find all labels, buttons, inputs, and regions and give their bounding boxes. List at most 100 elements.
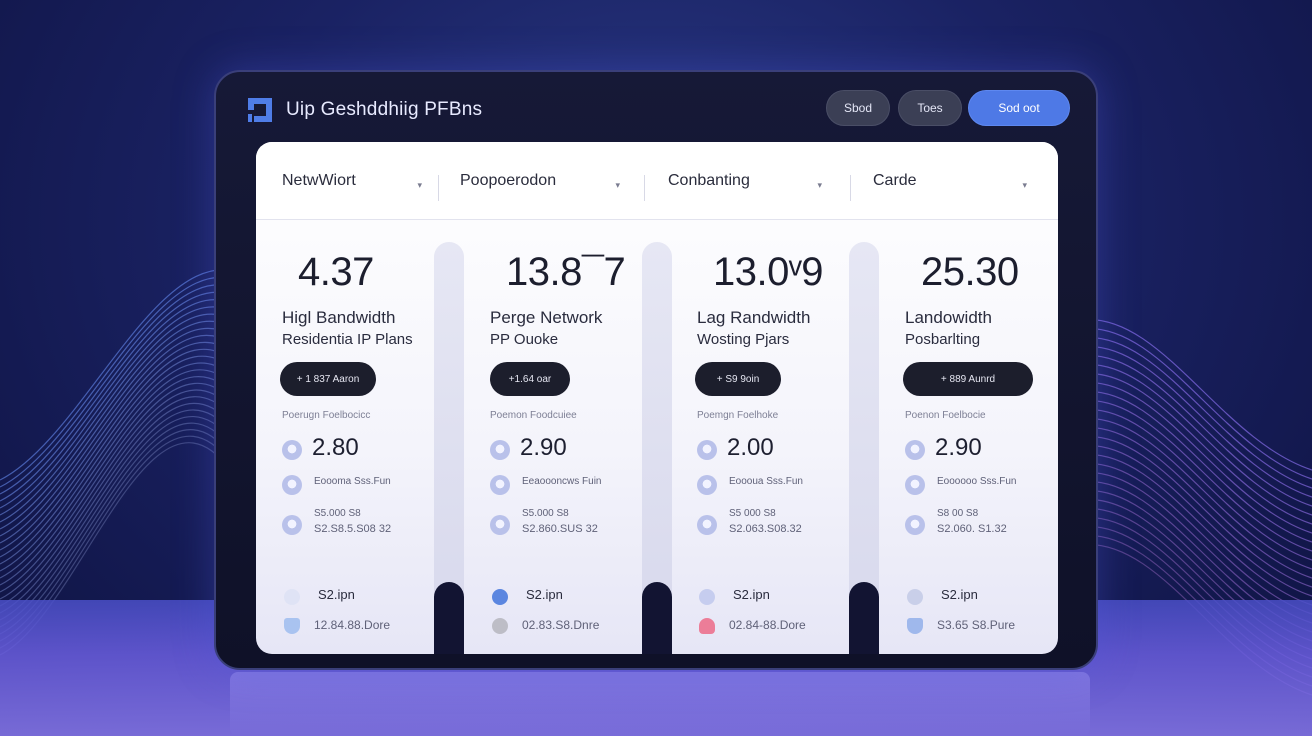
feature-text: Eoooma Sss.Fun: [314, 476, 391, 487]
filter-label: Poopoerodon: [460, 172, 557, 189]
top-button-1[interactable]: Sbod: [826, 90, 890, 126]
wave-line: [0, 334, 231, 544]
wave-line: [0, 299, 231, 509]
add-plan-button[interactable]: + S9 9oin: [695, 362, 781, 396]
wave-line: [0, 396, 231, 607]
bottom-label: S2.ipn: [941, 587, 978, 602]
circle-bullet-icon: [905, 440, 925, 460]
wave-line: [1079, 336, 1312, 489]
wave-line: [1079, 381, 1312, 534]
circle-bullet-icon: [282, 515, 302, 535]
feature-text: Eoooua Sss.Fun: [729, 476, 803, 487]
wave-line: [1079, 444, 1312, 597]
plan-subtitle: Posbarlting: [905, 331, 981, 348]
add-plan-button[interactable]: +1.64 oar: [490, 362, 570, 396]
wave-line: [0, 341, 231, 551]
status-dot-icon: [699, 589, 715, 605]
wave-line: [1079, 363, 1312, 516]
chevron-down-icon: ▾: [817, 180, 822, 190]
wave-line: [1079, 354, 1312, 507]
wave-line: [1079, 408, 1312, 561]
bottom-value: S3.65 S8.Pure: [937, 618, 1016, 632]
wave-line: [0, 355, 231, 565]
wave-line: [1079, 399, 1312, 552]
wave-line: [1079, 462, 1312, 615]
wave-line: [1079, 345, 1312, 498]
status-dot-icon: [907, 589, 923, 605]
bottom-value: 12.84.88.Dore: [314, 618, 391, 632]
plan-subtitle: PP Ouoke: [490, 331, 559, 348]
wave-line: [1079, 417, 1312, 570]
feature-value: 2.90: [935, 434, 982, 461]
add-plan-button[interactable]: + 1 837 Aaron: [280, 362, 376, 396]
feature-text: S5 000 S8: [729, 508, 776, 519]
top-button-2[interactable]: Toes: [898, 90, 962, 126]
feature-text: Eoooooo Sss.Fun: [937, 476, 1017, 487]
filter-dropdown-3[interactable]: Conbanting ▾: [668, 142, 838, 220]
plan-card-3[interactable]: 13.0ᵛ9 Lag Randwidth Wosting Pjars + S9 …: [695, 220, 847, 654]
chevron-down-icon: ▾: [1022, 180, 1027, 190]
feature-text: S2.S8.5.S08 32: [314, 523, 392, 535]
bottom-value: 02.83.S8.Dnre: [522, 618, 600, 632]
plans-panel: NetwWiort ▾ Poopoerodon ▾ Conbanting ▾ C…: [256, 142, 1058, 654]
add-plan-button[interactable]: + 889 Aunrd: [903, 362, 1033, 396]
features-heading: Poerugn Foelbocicc: [282, 410, 371, 421]
circle-bullet-icon: [490, 440, 510, 460]
filter-dropdown-4[interactable]: Carde ▾: [873, 142, 1043, 220]
bottom-label: S2.ipn: [526, 587, 563, 602]
device-reflection: [230, 672, 1090, 736]
plan-price: 13.8¯7: [506, 250, 626, 294]
feature-text: S2.063.S08.32: [729, 523, 802, 535]
wave-line: [0, 376, 231, 586]
wave-line: [0, 369, 231, 579]
features-heading: Poemgn Foelhoke: [697, 410, 779, 421]
bottom-label: S2.ipn: [318, 587, 355, 602]
wave-line: [0, 306, 231, 516]
filter-label: NetwWiort: [282, 172, 356, 189]
app-title: Uip Geshddhiig PFBns: [286, 99, 483, 120]
wave-line: [0, 416, 231, 628]
divider: [644, 175, 645, 201]
divider: [850, 175, 851, 201]
plan-card-4[interactable]: 25.30 Landowidth Posbarlting + 889 Aunrd…: [903, 220, 1053, 654]
wave-line: [0, 402, 231, 614]
wave-line: [0, 291, 231, 502]
plan-price: 4.37: [298, 250, 374, 294]
filter-dropdown-network[interactable]: NetwWiort ▾: [282, 142, 438, 220]
wave-line: [0, 389, 231, 600]
card-notch: [434, 582, 464, 654]
circle-bullet-icon: [697, 440, 717, 460]
primary-action-button[interactable]: Sod oot: [968, 90, 1070, 126]
circle-bullet-icon: [490, 475, 510, 495]
wave-line: [0, 313, 231, 523]
shield-icon: [284, 618, 300, 634]
top-bar: Uip Geshddhiig PFBns Sbod Toes Sod oot: [216, 72, 1096, 144]
features-heading: Poemon Foodcuiee: [490, 410, 577, 421]
filter-dropdown-2[interactable]: Poopoerodon ▾: [460, 142, 636, 220]
wave-line: [0, 348, 231, 558]
plan-name: Lag Randwidth: [697, 308, 811, 327]
feature-text: S8 00 S8: [937, 508, 979, 519]
plan-subtitle: Residentia IP Plans: [282, 331, 413, 348]
circle-bullet-icon: [697, 475, 717, 495]
plan-subtitle: Wosting Pjars: [697, 331, 790, 348]
chevron-down-icon: ▾: [417, 180, 422, 190]
features-heading: Poenon Foelbocie: [905, 410, 986, 421]
wave-line: [1079, 435, 1312, 588]
plan-card-2[interactable]: 13.8¯7 Perge Network PP Ouoke +1.64 oar …: [488, 220, 640, 654]
wave-line: [1079, 318, 1312, 471]
feature-text: S2.860.SUS 32: [522, 523, 598, 535]
feature-text: S5.000 S8: [314, 508, 361, 519]
wave-line: [0, 327, 231, 537]
square-bracket-logo-icon: [248, 98, 272, 122]
feature-value: 2.80: [312, 434, 359, 461]
feature-value: 2.90: [520, 434, 567, 461]
feature-value: 2.00: [727, 434, 774, 461]
status-dot-icon: [284, 589, 300, 605]
wave-line: [0, 320, 231, 530]
plan-price: 13.0ᵛ9: [713, 250, 823, 294]
circle-bullet-icon: [282, 440, 302, 460]
card-notch: [642, 582, 672, 654]
circle-bullet-icon: [905, 515, 925, 535]
plan-card-1[interactable]: 4.37 Higl Bandwidth Residentia IP Plans …: [280, 220, 432, 654]
